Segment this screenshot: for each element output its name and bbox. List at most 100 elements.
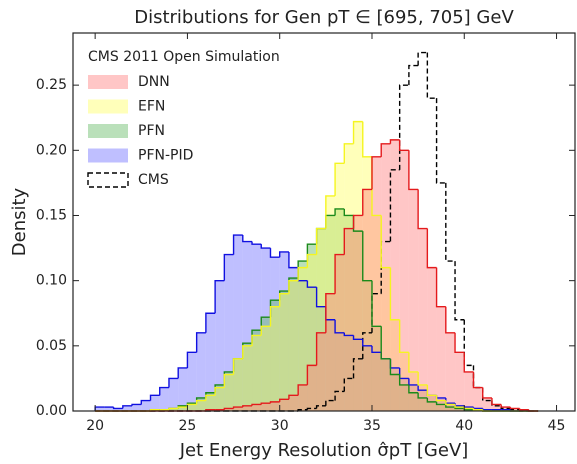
histogram-step [334,390,345,401]
histogram-step [426,397,437,403]
x-tick-label: 30 [271,418,289,434]
histogram-step [352,335,363,341]
histogram-step [343,332,354,337]
histogram-bar [427,395,437,411]
histogram-step [426,384,437,397]
histogram-step [408,64,419,86]
histogram-step [168,377,179,388]
histogram-bar [455,408,465,411]
histogram-step [408,352,419,373]
histogram-step [362,339,372,347]
histogram-step [389,267,400,321]
histogram-bar [381,143,391,412]
histogram-step [454,261,465,321]
histogram-bar [270,300,280,411]
histogram-bar [390,139,400,411]
histogram-bar [252,404,262,411]
histogram-step [186,351,197,368]
histogram-step [500,404,511,408]
histogram-step [343,227,354,255]
histogram-step [260,325,271,336]
histogram-step [426,228,437,269]
histogram-bar [482,397,492,411]
histogram-step [445,182,456,262]
histogram-step [223,407,234,410]
histogram-bar [205,395,216,411]
histogram-bar [288,267,299,411]
histogram-step [435,98,446,184]
histogram-step [195,399,206,405]
histogram-bar [316,332,326,411]
histogram-step [122,405,133,409]
histogram-step [398,319,409,354]
histogram-step [371,280,382,327]
histogram-step [426,52,437,99]
histogram-bar [371,326,382,411]
histogram-bar [362,345,372,411]
histogram-step [417,371,428,386]
histogram-bar [473,387,483,411]
histogram-bar [344,335,354,411]
histogram-bar [261,317,271,411]
histogram-bar [399,378,409,411]
histogram-bar [252,335,262,411]
histogram-bar [233,235,243,411]
x-tick-label: 45 [548,418,566,434]
histogram-bar [436,404,446,411]
histogram-step [334,208,345,216]
histogram-step [251,334,262,346]
histogram-bar [335,163,345,411]
histogram-step [288,394,299,400]
histogram-step [417,384,428,391]
histogram-bar [159,387,169,411]
histogram-bar [307,254,317,411]
histogram-step [279,292,289,307]
y-tick-label: 0.00 [36,403,67,419]
legend-swatch [87,172,129,188]
histogram-step [306,280,317,288]
histogram-bar [316,228,326,411]
histogram-step [232,234,243,255]
histogram-bar [298,261,308,411]
histogram-bar [335,332,345,411]
y-tick-label: 0.25 [36,77,67,93]
histogram-bar [196,397,206,411]
histogram-step [454,404,465,408]
histogram-bar [418,390,428,411]
legend-label: DNN [138,74,170,90]
histogram-bar [399,352,409,411]
histogram-step [297,384,308,396]
histogram-bar [371,215,382,411]
histogram-bar [418,228,428,411]
histogram-step [362,121,372,158]
histogram-step [408,384,419,394]
histogram-step [445,306,456,334]
histogram-step [195,332,206,353]
histogram-bar [362,156,372,411]
histogram-step [177,367,188,379]
x-tick-label: 25 [179,418,197,434]
histogram-bar [464,371,474,411]
histogram-bar [261,403,271,411]
histogram-bar [307,365,317,411]
histogram-bar [344,228,354,411]
legend-label: EFN [138,99,165,115]
histogram-step [509,407,520,410]
histogram-step [435,401,446,406]
histogram-bar [325,293,336,411]
histogram-step [482,387,492,399]
histogram-bar [178,405,188,411]
histogram-bar [132,404,142,411]
histogram-bar [178,367,188,411]
histogram-step [269,248,280,258]
histogram-bar [325,319,336,411]
histogram-step [472,365,483,389]
histogram-bar [390,367,400,411]
legend: CMS 2011 Open Simulation DNN EFN PFN PFN-PID… [87,49,280,188]
histogram-bar [335,208,345,411]
histogram-bar [252,330,262,411]
histogram-step [205,312,216,333]
histogram-bar [215,387,225,411]
histogram-step [389,139,400,144]
